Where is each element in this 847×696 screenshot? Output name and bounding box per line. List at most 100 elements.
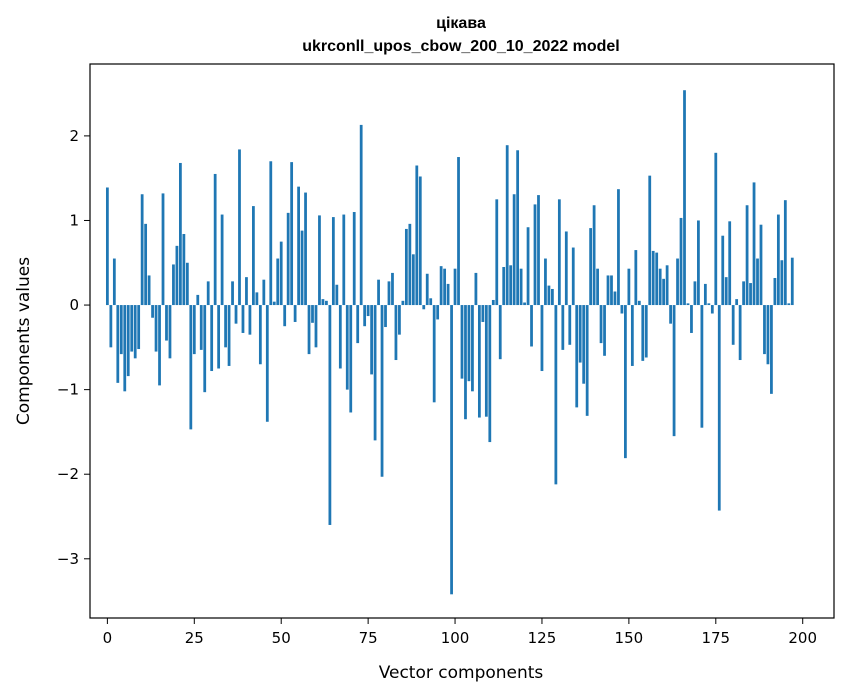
bar [484,305,488,417]
bar [401,300,405,306]
bar [130,305,134,352]
bar [624,305,627,459]
bar [568,305,572,345]
bar [262,279,266,306]
x-tick-label: 175 [701,629,730,647]
y-tick-label: −3 [57,550,79,568]
bar [345,305,349,390]
bar [630,305,634,366]
y-tick-label: 2 [69,127,79,145]
bar [380,305,384,477]
bar [182,234,186,306]
bar [617,189,620,306]
bar [603,305,606,356]
bar [300,230,304,306]
bar [477,305,481,418]
x-tick-label: 200 [788,629,817,647]
bar [557,199,561,306]
y-axis-label: Components values [14,257,34,425]
bar [450,305,453,595]
bar [252,206,255,306]
bar [770,305,773,394]
bar [575,305,579,408]
bar [436,305,440,320]
bar [349,305,353,413]
bar [453,268,457,306]
bar [185,262,189,306]
bar [571,247,575,306]
bar [123,305,127,392]
bar [787,303,791,306]
bar [234,305,238,324]
bar [544,258,547,306]
bar [384,305,387,328]
bar [325,300,328,306]
bar [551,288,554,306]
bar [648,175,652,306]
bar [411,254,415,306]
bar [697,220,700,306]
bar [335,284,339,306]
bar [637,300,641,306]
bar [505,145,509,306]
bar [731,305,735,345]
bar [582,305,586,384]
bar [464,305,467,420]
bar [370,305,373,375]
bar [446,283,450,306]
bar [425,273,429,306]
bar [561,305,565,350]
bar [596,268,599,306]
bar [498,305,502,360]
bar [283,305,287,327]
bar [610,275,613,306]
bar [269,161,273,306]
bar [488,305,492,443]
bar [471,305,474,392]
bar [491,299,495,306]
bar [662,278,666,306]
bar [363,305,367,327]
bar [783,200,787,306]
bar [509,265,513,306]
x-axis-ticks: 0 25 50 75 100 125 150 175 200 [103,618,817,647]
bar [530,305,533,347]
bar [179,162,182,306]
bar [342,214,346,306]
bar [721,235,725,306]
bar [245,277,248,306]
bar [224,305,227,348]
chart-title: цікава [436,15,486,32]
bar [154,305,158,352]
bar [279,241,283,306]
bar [606,275,610,306]
bar [540,305,544,372]
bar [481,305,485,322]
bar [651,250,655,306]
bar [373,305,377,441]
bar [126,305,130,377]
x-tick-label: 125 [528,629,557,647]
bar [432,305,436,403]
bar [683,90,686,306]
bar [547,285,551,306]
bar [210,305,214,372]
bar [780,260,784,306]
bar [311,305,314,323]
bar [338,305,342,369]
bar [495,199,499,306]
bar [398,305,401,335]
y-tick-label: 1 [69,211,79,229]
bar [217,305,221,369]
bar [700,305,704,428]
bar [578,305,582,363]
bar [690,305,693,333]
bar [512,194,516,306]
bar [203,305,207,393]
bar [735,299,739,306]
bar [318,215,321,306]
bar [161,193,165,306]
bar [265,305,269,422]
bar [321,299,325,306]
